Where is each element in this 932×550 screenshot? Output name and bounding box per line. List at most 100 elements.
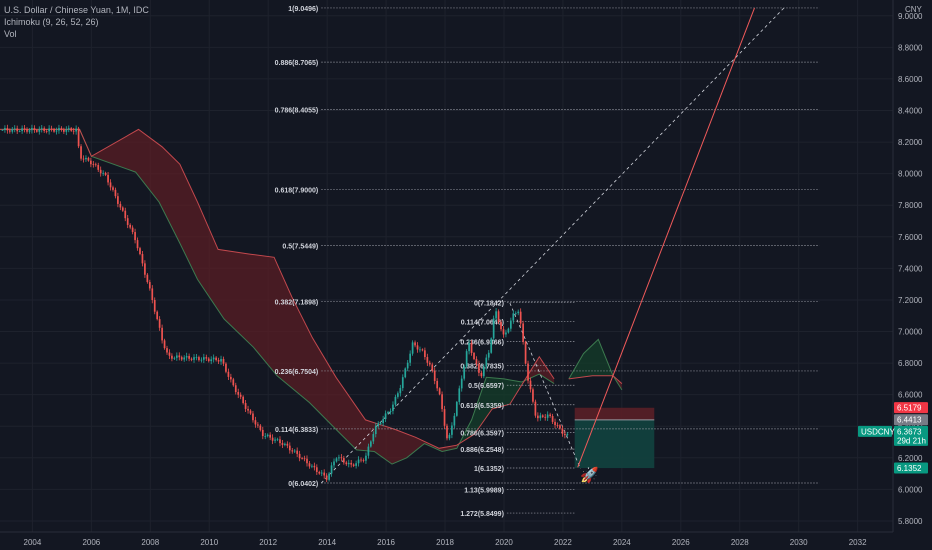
candle-body [82, 158, 85, 160]
fib-level-label: 1.272(5.8499) [460, 511, 504, 518]
legend-indicator[interactable]: Ichimoku (9, 26, 52, 26) [4, 17, 99, 27]
ichimoku-future-span-a [568, 338, 623, 391]
candle-body [202, 357, 205, 360]
ichimoku-future-span-b [568, 375, 623, 384]
candle-body [323, 472, 326, 476]
price-tick-label: 8.8000 [898, 43, 923, 52]
candle-body [234, 385, 237, 393]
candle-body [392, 404, 394, 412]
candle-body [129, 224, 132, 228]
candle-body [249, 410, 252, 414]
legend-volume[interactable]: Vol [4, 29, 17, 39]
fib-level-label: 1(9.0496) [288, 6, 318, 13]
fib-level-label: 0.886(6.2548) [460, 447, 504, 454]
symbol-label-box [858, 425, 892, 437]
rocket-icon: 🚀 [580, 466, 599, 484]
candle-body [438, 388, 441, 395]
time-tick-label: 2028 [731, 538, 749, 547]
candle-body [478, 363, 480, 373]
price-tick-label: 8.0000 [898, 170, 923, 179]
candle-body [45, 131, 48, 132]
candle-body [4, 128, 6, 130]
candle-body [546, 414, 549, 418]
fib-level-label: 0.618(7.9000) [275, 187, 319, 194]
candle-body [237, 392, 240, 395]
candle-body [35, 130, 38, 132]
candle-body [387, 411, 389, 414]
time-tick-label: 2018 [436, 538, 454, 547]
candle-body [97, 165, 100, 170]
candle-body [468, 342, 470, 352]
candle-body [252, 413, 254, 421]
candle-body [355, 463, 357, 466]
candle-body [291, 450, 294, 452]
legend-title[interactable]: U.S. Dollar / Chinese Yuan, 1M, IDC [4, 5, 149, 15]
candle-body [207, 358, 210, 362]
candle-body [43, 128, 46, 132]
symbol-label: USDCNY [861, 427, 895, 436]
candle-body [102, 172, 105, 174]
candle-body [242, 396, 245, 404]
candle-body [544, 416, 547, 418]
candle-body [529, 380, 532, 390]
candle-body [67, 128, 70, 130]
candle-body [519, 311, 522, 324]
candle-body [48, 128, 50, 132]
candle-body [320, 472, 323, 474]
candle-body [158, 319, 161, 328]
candle-body [13, 128, 16, 130]
candle-body [512, 313, 515, 321]
candle-body [360, 459, 362, 461]
fib-level-label: 0.382(6.7835) [460, 364, 504, 371]
candle-body [259, 425, 262, 430]
candle-body [330, 465, 333, 474]
candle-body [195, 357, 198, 358]
price-axis-panel [893, 0, 932, 550]
candle-body [394, 396, 397, 405]
candle-body [460, 378, 463, 389]
time-tick-label: 2020 [495, 538, 513, 547]
candle-body [377, 423, 380, 427]
candle-body [406, 362, 409, 369]
price-label-value: 6.4413 [897, 416, 922, 425]
candle-body [18, 131, 21, 132]
projection-line [577, 7, 755, 468]
candle-body [421, 349, 424, 351]
candle-body [178, 355, 181, 358]
candle-body [114, 189, 117, 197]
time-tick-label: 2026 [672, 538, 690, 547]
candle-body [367, 446, 370, 456]
candle-body [566, 433, 569, 436]
candle-body [38, 129, 41, 132]
candle-body [65, 129, 68, 132]
candle-body [8, 130, 11, 132]
candle-body [443, 409, 446, 426]
price-label-box [894, 402, 928, 414]
candle-body [1, 129, 4, 131]
price-tick-label: 6.8000 [898, 359, 923, 368]
candle-body [156, 311, 159, 320]
candle-body [549, 414, 552, 417]
candle-body [502, 329, 505, 335]
price-tick-label: 7.8000 [898, 201, 923, 210]
candle-body [382, 419, 384, 424]
candle-body [325, 475, 328, 480]
candle-body [352, 464, 355, 466]
candle-body [428, 362, 431, 365]
price-label-value: 6.1352 [897, 464, 922, 473]
candle-body [75, 128, 77, 132]
candle-body [80, 146, 82, 159]
price-label-box [894, 425, 928, 446]
candle-body [522, 323, 524, 342]
fib-level-label: 0.618(6.5359) [460, 403, 504, 410]
candle-body [384, 413, 387, 420]
fib-level-label: 0.886(8.7065) [275, 60, 319, 67]
candle-body [473, 352, 475, 360]
candle-body [505, 332, 507, 335]
candle-body [254, 420, 257, 425]
candle-body [279, 439, 281, 444]
price-label-box [894, 414, 928, 426]
fib-level-label: 0(6.0402) [288, 481, 318, 488]
time-tick-label: 2022 [554, 538, 572, 547]
